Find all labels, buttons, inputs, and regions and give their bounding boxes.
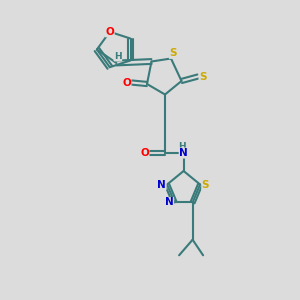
Text: H: H: [114, 52, 122, 61]
Text: H: H: [178, 142, 186, 151]
Text: N: N: [179, 148, 188, 158]
Text: S: S: [169, 48, 177, 59]
Text: N: N: [165, 197, 174, 208]
Text: O: O: [140, 148, 149, 158]
Text: S: S: [199, 71, 206, 82]
Text: O: O: [122, 77, 131, 88]
Text: S: S: [202, 179, 209, 190]
Text: O: O: [105, 27, 114, 37]
Text: N: N: [157, 179, 166, 190]
